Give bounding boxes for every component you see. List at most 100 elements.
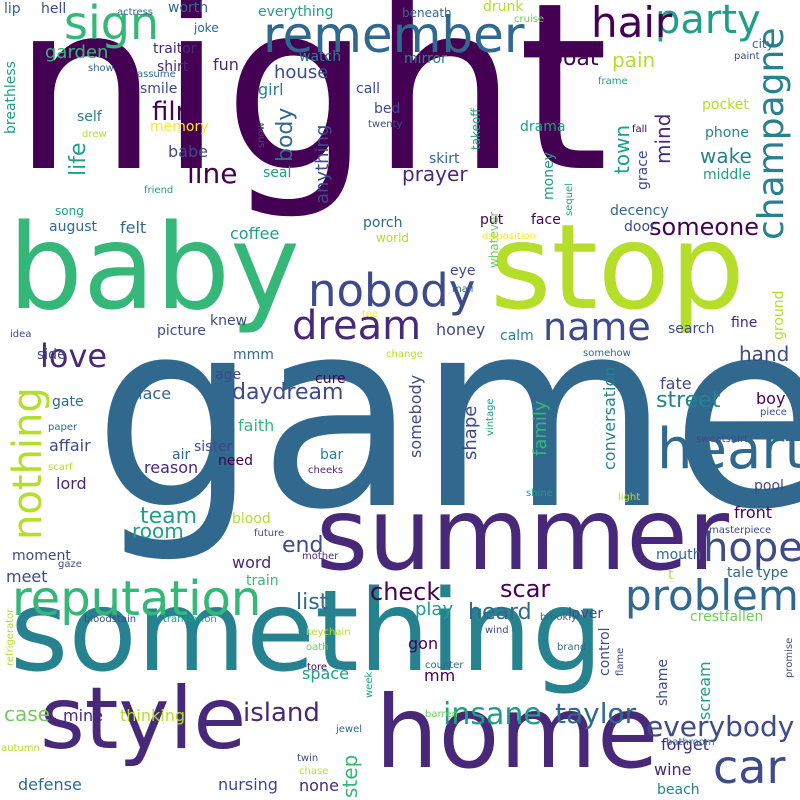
- word-grace: grace: [635, 150, 651, 190]
- word-place: place: [128, 384, 172, 403]
- word-scar: scar: [500, 575, 551, 603]
- word-week: week: [364, 671, 375, 698]
- word-ground: ground: [771, 290, 787, 340]
- word-paint: paint: [734, 51, 760, 62]
- word-play: play: [415, 599, 454, 620]
- word-breathless: breathless: [3, 61, 19, 134]
- word-hand: hand: [739, 342, 790, 366]
- word-daydream: daydream: [232, 380, 344, 405]
- word-bed: bed: [374, 101, 401, 117]
- word-game: game: [93, 265, 800, 567]
- word-calm: calm: [500, 328, 534, 344]
- word-shape: shape: [460, 405, 481, 460]
- word-mmm: mmm: [233, 347, 274, 363]
- word-friend: friend: [144, 185, 174, 196]
- word-face: face: [531, 212, 561, 228]
- word-city: city: [752, 37, 774, 51]
- word-tee: tee: [362, 309, 379, 320]
- word-town: town: [610, 124, 634, 174]
- word-lord: lord: [56, 474, 87, 493]
- word-cruise: cruise: [514, 14, 545, 25]
- word-bloodstain: bloodstain: [84, 614, 137, 625]
- word-prayer: prayer: [402, 162, 468, 186]
- word-traitor: traitor: [153, 41, 197, 57]
- word-worth: worth: [168, 0, 209, 16]
- word-money: money: [541, 152, 557, 200]
- word-snow: snow: [256, 122, 267, 148]
- word-drama: drama: [520, 119, 566, 135]
- word-picture: picture: [157, 323, 206, 339]
- word-hair: hair: [591, 0, 673, 47]
- word-cheeks: cheeks: [308, 465, 344, 476]
- word-heart: heart: [657, 417, 800, 482]
- word-phone: phone: [705, 125, 749, 141]
- word-style: style: [40, 669, 247, 769]
- word-idea: idea: [10, 329, 32, 340]
- word-gon: gon: [408, 634, 439, 653]
- word-name: name: [543, 305, 651, 349]
- word-forget: forget: [661, 735, 709, 754]
- word-nobody: nobody: [308, 264, 476, 317]
- word-film: film: [152, 97, 201, 127]
- word-wind: wind: [485, 625, 509, 636]
- word-takeoff: takeoff: [469, 108, 483, 150]
- word-fine: fine: [731, 315, 758, 331]
- word-life: life: [66, 142, 91, 176]
- word-list: list: [296, 590, 329, 615]
- word-watch: watch: [299, 49, 342, 65]
- word-middle: middle: [703, 167, 751, 183]
- word-refrigerator: refrigerator: [5, 608, 16, 666]
- word-control: control: [597, 627, 613, 676]
- word-reputation: reputation: [12, 571, 262, 627]
- word-bar: bar: [320, 447, 344, 463]
- word-home: home: [375, 674, 659, 791]
- word-shine: shine: [526, 488, 553, 499]
- word-shirt: shirt: [157, 59, 189, 75]
- word-brooklyn: brooklyn: [540, 612, 584, 623]
- word-felt: felt: [120, 218, 147, 237]
- word-problem: problem: [625, 571, 799, 620]
- word-island: island: [243, 698, 320, 728]
- word-decency: decency: [610, 203, 669, 219]
- word-gate: gate: [52, 394, 84, 410]
- word-knew: knew: [210, 313, 248, 329]
- word-defense: defense: [18, 775, 82, 794]
- word-shame: shame: [655, 659, 671, 706]
- word-anything: anything: [312, 124, 333, 204]
- word-party: party: [655, 0, 761, 43]
- word-album: album: [748, 497, 780, 508]
- word-reason: reason: [144, 458, 199, 477]
- word-mirror: mirror: [404, 51, 447, 67]
- word-smile: smile: [140, 81, 178, 97]
- word-girl: girl: [258, 80, 284, 99]
- word-honey: honey: [436, 320, 486, 339]
- word-moment: moment: [12, 548, 71, 564]
- word-line: line: [187, 157, 238, 190]
- word-case: case: [4, 702, 50, 726]
- word-coffee: coffee: [230, 224, 280, 243]
- word-translation: translation: [163, 614, 217, 625]
- word-masterpiece: masterpiece: [709, 525, 772, 536]
- word-somehow: somehow: [583, 348, 631, 359]
- word-dream: dream: [292, 303, 422, 349]
- word-taylor: taylor: [555, 697, 637, 730]
- word-oath: oath: [306, 642, 329, 653]
- word-somebody: somebody: [406, 374, 425, 458]
- word-sweatshirt: sweatshirt: [696, 434, 748, 445]
- word-memory: memory: [150, 119, 209, 135]
- word-lip: lip: [4, 1, 21, 17]
- word-show: show: [88, 63, 114, 74]
- word-sign: sign: [64, 0, 160, 50]
- word-door: door: [624, 219, 656, 235]
- word-nothing: nothing: [5, 387, 51, 540]
- word-garden: garden: [45, 42, 109, 63]
- word-train: train: [246, 573, 279, 589]
- word-end: end: [282, 533, 324, 558]
- word-song: song: [55, 204, 84, 218]
- word-everybody: everybody: [646, 710, 795, 743]
- word-pocket: pocket: [702, 97, 749, 113]
- word-mail: mail: [452, 284, 474, 295]
- word-twenty: twenty: [368, 119, 403, 130]
- word-space: space: [302, 664, 349, 683]
- word-call: call: [356, 81, 381, 97]
